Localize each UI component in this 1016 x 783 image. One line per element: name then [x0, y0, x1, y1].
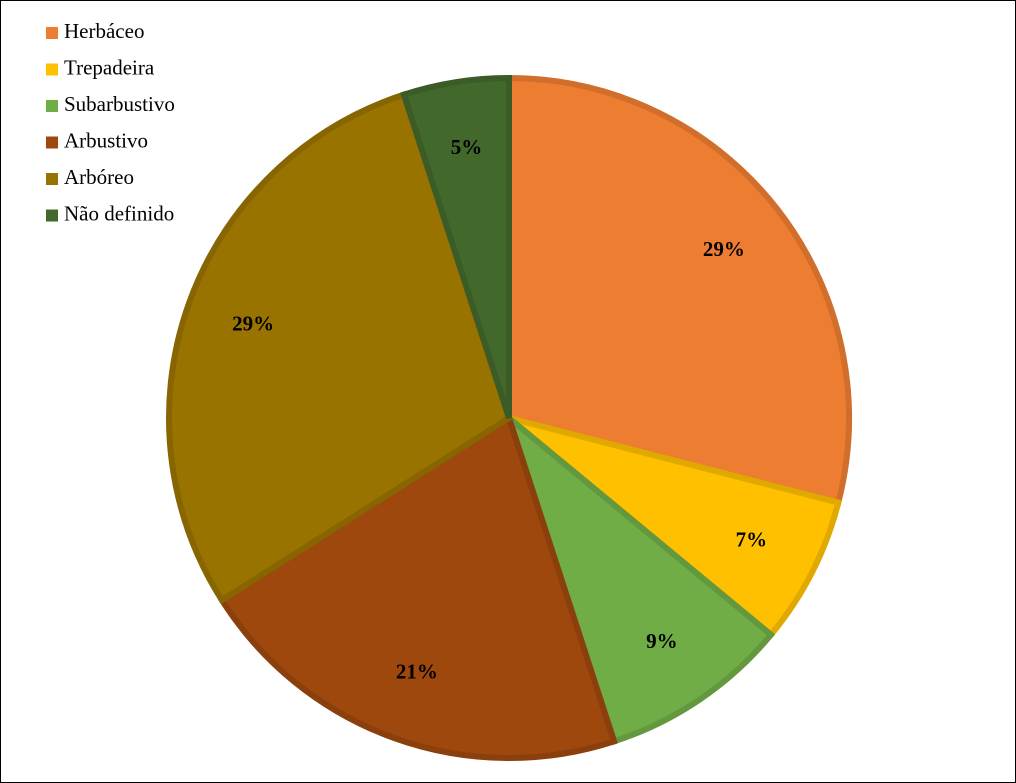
data-label: 5% — [451, 135, 483, 159]
legend-label: Herbáceo — [64, 19, 144, 43]
data-label: 29% — [703, 237, 745, 261]
legend-swatch — [46, 173, 58, 185]
legend-label: Arbustivo — [64, 128, 148, 152]
legend-swatch — [46, 136, 58, 149]
legend-swatch — [46, 209, 58, 222]
data-label: 29% — [232, 312, 274, 336]
data-label: 9% — [646, 629, 678, 653]
data-label: 21% — [396, 660, 438, 684]
pie-slice — [217, 413, 618, 761]
legend-label: Subarbustivo — [64, 92, 175, 116]
legend-label: Arbóreo — [64, 165, 134, 189]
legend-label: Trepadeira — [64, 55, 155, 79]
legend-swatch — [46, 100, 58, 112]
legend-label: Não definido — [64, 201, 174, 225]
pie-slice — [506, 74, 852, 507]
pie-slice — [166, 90, 513, 605]
legend-swatch — [46, 63, 58, 76]
pie-slice — [502, 409, 776, 746]
data-label: 7% — [736, 527, 768, 551]
pie-slice — [400, 74, 512, 419]
pie-slice — [507, 415, 842, 639]
legend-swatch — [46, 27, 58, 39]
